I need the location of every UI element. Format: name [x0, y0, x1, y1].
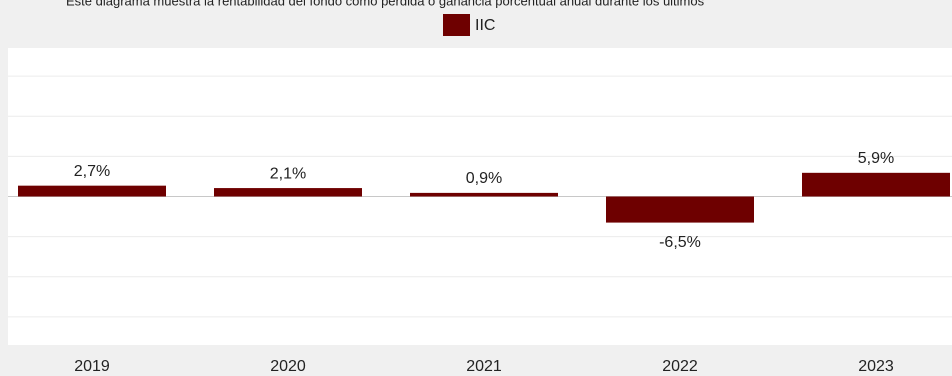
- x-tick-label: 2019: [74, 358, 110, 375]
- x-tick-label: 2022: [662, 358, 698, 375]
- bar: [18, 185, 166, 197]
- bar: [214, 188, 362, 197]
- data-label: 5,9%: [858, 150, 894, 167]
- x-tick-label: 2020: [270, 358, 306, 375]
- bar: [606, 196, 754, 223]
- x-tick-label: 2021: [466, 358, 502, 375]
- bar: [410, 192, 558, 197]
- data-label: 2,7%: [74, 163, 110, 180]
- data-label: 2,1%: [270, 165, 306, 182]
- data-label: -6,5%: [659, 234, 701, 251]
- bar: [802, 172, 950, 197]
- x-tick-label: 2023: [858, 358, 894, 375]
- legend-swatch: [443, 14, 470, 36]
- legend-label: IIC: [475, 17, 495, 34]
- data-label: 0,9%: [466, 170, 502, 187]
- chart-subtitle: Este diagrama muestra la rentabilidad de…: [66, 0, 705, 8]
